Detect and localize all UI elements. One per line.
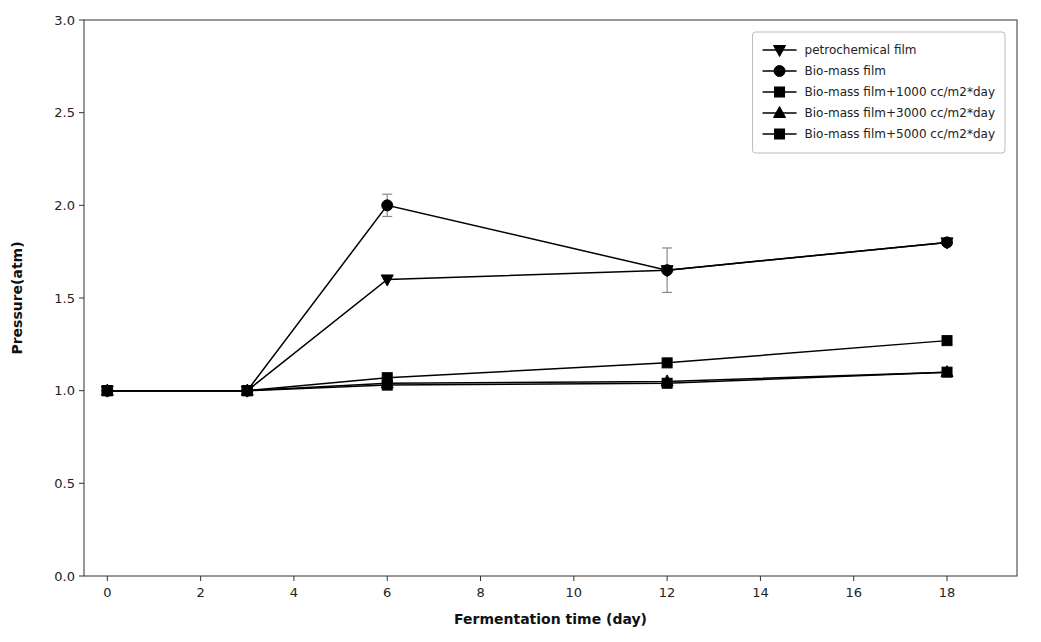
x-tick [387,576,388,581]
series-line [107,372,947,391]
marker [241,386,253,397]
x-tick-label: 0 [103,585,111,600]
error-bar-cap [662,247,672,248]
marker [942,336,952,346]
series [102,367,952,396]
marker [102,386,112,396]
series [102,194,953,396]
series-line [107,205,947,390]
legend-swatch-marker [774,107,786,118]
x-tick [293,576,294,581]
y-tick [79,112,84,113]
y-tick-label: 1.0 [54,383,75,398]
x-tick-label: 4 [290,585,298,600]
marker [941,366,953,377]
legend-label: Bio-mass film [805,64,886,78]
plot-data [101,194,953,397]
marker [382,200,393,211]
y-axis-label: Pressure(atm) [9,241,25,354]
marker [662,378,672,388]
series-line [107,242,947,390]
error-bar [662,248,672,292]
x-tick-label: 2 [196,585,204,600]
y-tick-label: 2.5 [54,105,75,120]
x-tick [667,576,668,581]
x-axis-label: Fermentation time (day) [454,611,647,627]
legend-label: petrochemical film [805,43,917,57]
marker [101,386,113,397]
series [101,366,953,396]
marker [381,275,393,286]
marker [102,386,112,396]
series [101,238,953,397]
x-tick-label: 6 [383,585,391,600]
plot-frame [84,20,1017,576]
legend-box [753,32,1005,153]
legend-label: Bio-mass film+5000 cc/m2*day [805,127,995,141]
chart: 0 2 4 6 8 10 12 14 16 18 0.0 0.5 1.0 1.5 2.0 2.5 3.0 Ferm… [0,0,1041,642]
y-tick [79,483,84,484]
x-tick [200,576,201,581]
marker [242,385,253,396]
y-tick-label: 3.0 [54,13,75,28]
legend-swatch-marker [774,66,785,77]
legend: petrochemical film Bio-mass film Bio-mass … [753,32,1005,153]
marker [242,386,252,396]
x-tick [107,576,108,581]
marker [102,385,113,396]
y-tick [79,20,84,21]
x-tick-label: 14 [752,585,769,600]
y-tick-label: 0.0 [54,569,75,584]
y-tick [79,298,84,299]
x-tick-label: 18 [939,585,956,600]
x-tick [947,576,948,581]
marker [661,266,673,277]
marker [242,386,252,396]
error-bar-cap [382,216,392,217]
y-tick-label: 2.0 [54,198,75,213]
x-tick-label: 12 [659,585,676,600]
x-tick-label: 10 [566,585,583,600]
legend-swatch-marker [775,129,785,139]
legend-swatch-marker [775,87,785,97]
x-tick [573,576,574,581]
marker [942,367,952,377]
x-tick-label: 8 [476,585,484,600]
marker [382,380,392,390]
y-tick-label: 1.5 [54,291,75,306]
marker [662,358,672,368]
marker [241,384,253,395]
x-tick [480,576,481,581]
error-bar-cap [382,194,392,195]
x-tick [760,576,761,581]
marker [101,384,113,395]
x-tick-label: 16 [845,585,862,600]
series [102,336,952,396]
legend-label: Bio-mass film+1000 cc/m2*day [805,85,995,99]
y-tick-label: 0.5 [54,476,75,491]
marker [942,237,953,248]
error-bar-cap [662,292,672,293]
marker [662,265,673,276]
legend-label: Bio-mass film+3000 cc/m2*day [805,106,995,120]
error-bar [382,194,392,216]
y-tick [79,205,84,206]
x-tick [853,576,854,581]
marker [941,238,953,249]
legend-swatch-marker [774,46,786,57]
y-tick [79,576,84,577]
y-tick [79,390,84,391]
series-line [107,341,947,391]
series-line [107,372,947,391]
